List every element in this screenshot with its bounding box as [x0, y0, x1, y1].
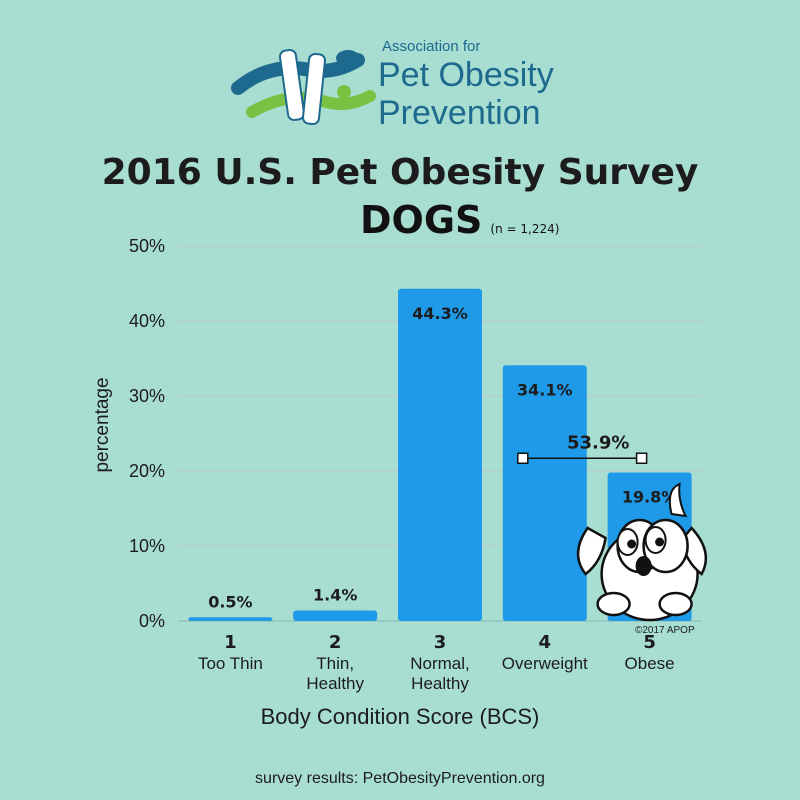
x-tick-number: 1 — [224, 632, 237, 653]
data-label: 19.8% — [622, 488, 678, 507]
footer-source: survey results: PetObesityPrevention.org — [255, 770, 545, 787]
x-tick-label: Normal, — [410, 654, 470, 673]
sample-size: (n = 1,224) — [490, 222, 560, 236]
x-tick-label: Thin, — [316, 654, 354, 673]
dog-mouth-illustration — [635, 556, 652, 576]
y-tick-label: 10% — [129, 536, 165, 556]
data-label: 0.5% — [208, 592, 252, 611]
logo-line-2: Pet Obesity — [378, 56, 554, 94]
x-tick-label: Healthy — [306, 674, 364, 693]
y-tick-label: 0% — [139, 611, 165, 631]
x-tick-label: Overweight — [502, 654, 588, 673]
x-tick-label: Obese — [625, 654, 675, 673]
logo-line-1: Association for — [382, 38, 481, 55]
y-tick-label: 30% — [129, 386, 165, 406]
x-tick-label: Too Thin — [198, 654, 263, 673]
data-label: 1.4% — [313, 586, 357, 605]
data-label: 34.1% — [517, 380, 573, 399]
bar — [188, 617, 273, 621]
annotation-marker-right — [635, 452, 648, 464]
bar — [293, 610, 378, 621]
dog-tail-illustration — [668, 482, 688, 518]
x-tick-number: 5 — [643, 632, 656, 653]
subtitle-block: DOGS (n = 1,224) — [360, 198, 559, 242]
data-label: 44.3% — [412, 304, 468, 323]
y-axis-label: percentage — [92, 377, 113, 472]
y-tick-label: 50% — [129, 236, 165, 256]
x-tick-number: 3 — [434, 632, 447, 653]
bar — [502, 365, 587, 621]
dog-pupil-illustration — [655, 537, 665, 547]
logo-line-3: Prevention — [378, 94, 541, 132]
x-tick-label: Healthy — [411, 674, 469, 693]
x-axis-label: Body Condition Score (BCS) — [261, 704, 540, 729]
bar — [398, 288, 482, 621]
dog-paw-illustration — [658, 591, 693, 617]
logo-graphic — [231, 49, 376, 126]
dog-paw-illustration — [596, 591, 631, 617]
dog-ear-left-illustration — [576, 526, 607, 576]
chart-subtitle: DOGS — [360, 198, 483, 242]
y-tick-label: 20% — [129, 461, 165, 481]
chart-title: 2016 U.S. Pet Obesity Survey — [101, 152, 699, 193]
annotation-label: 53.9% — [567, 432, 629, 453]
y-tick-label: 40% — [129, 311, 165, 331]
apop-logo: Association for Pet Obesity Prevention — [230, 30, 590, 140]
copyright-text: ©2017 APOP — [635, 625, 695, 636]
x-tick-number: 2 — [329, 632, 342, 653]
annotation-marker-left — [517, 452, 529, 464]
x-tick-number: 4 — [539, 632, 552, 653]
dog-pupil-illustration — [627, 539, 637, 549]
